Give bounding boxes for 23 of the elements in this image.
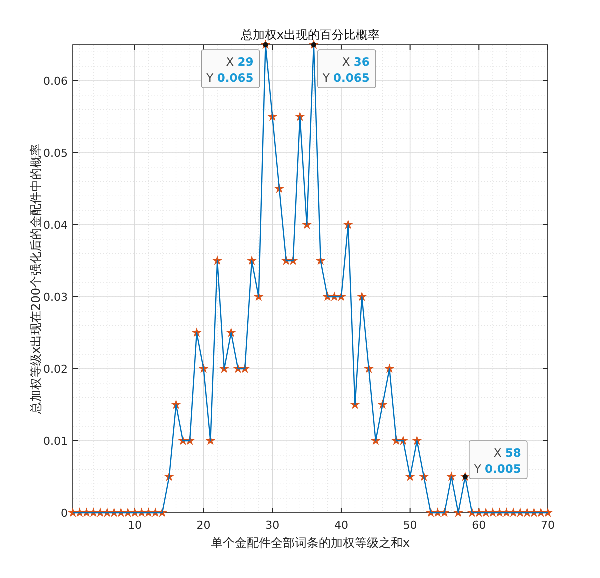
annotation: X 36 (342, 55, 370, 69)
x-tick-label: 30 (266, 519, 280, 532)
y-tick-label: 0.05 (44, 147, 68, 160)
y-tick-label: 0.02 (44, 363, 68, 376)
y-tick-label: 0.04 (44, 219, 68, 232)
annotation: Y 0.065 (322, 71, 370, 85)
y-tick-label: 0.01 (44, 435, 68, 448)
x-tick-label: 60 (472, 519, 486, 532)
y-axis-title: 总加权等级x出现在200个强化后的金配件中的概率 (29, 144, 43, 416)
y-tick-label: 0.06 (44, 75, 68, 88)
chart-title: 总加权x出现的百分比概率 (240, 28, 380, 42)
x-axis-title: 单个金配件全部词条的加权等级之和x (210, 536, 410, 550)
x-tick-label: 50 (403, 519, 418, 532)
annotation: Y 0.065 (206, 71, 254, 85)
x-tick-label: 20 (196, 519, 211, 532)
y-tick-label: 0.03 (44, 291, 68, 304)
x-tick-label: 40 (334, 519, 348, 532)
annotation: Y 0.005 (473, 462, 522, 476)
annotation: X 29 (226, 55, 254, 69)
x-tick-label: 70 (541, 519, 555, 532)
x-tick-label: 10 (128, 519, 142, 532)
annotation: X 58 (494, 446, 522, 460)
y-tick-label: 0 (61, 507, 68, 520)
